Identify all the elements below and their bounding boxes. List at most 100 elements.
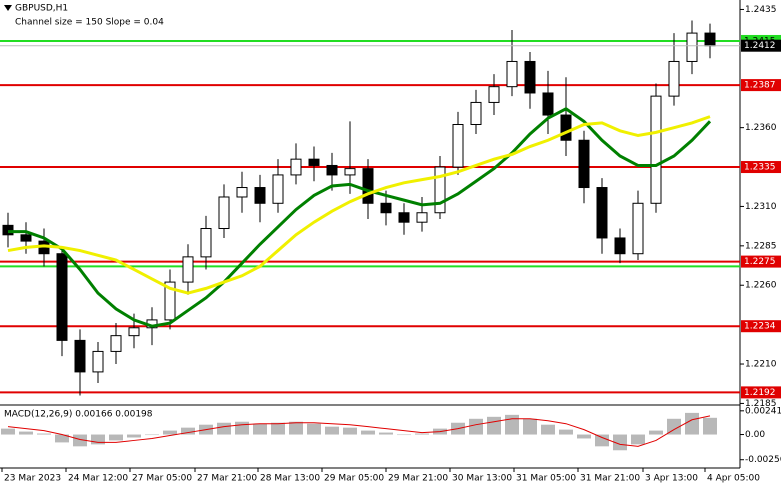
y-tick-label: 1.2285 xyxy=(745,241,777,251)
candle-body xyxy=(524,60,536,94)
chart-subtitle: Channel size = 150 Slope = 0.04 xyxy=(15,18,164,28)
candle-body xyxy=(56,253,68,341)
candle-body xyxy=(2,224,14,236)
macd-bar xyxy=(307,423,321,435)
candle-body xyxy=(578,139,590,189)
candle-body xyxy=(128,327,140,337)
macd-bar xyxy=(217,422,231,435)
macd-bar xyxy=(361,430,375,435)
candle-body xyxy=(632,202,644,255)
y-tick-label: 1.2210 xyxy=(745,360,777,370)
level-label: 1.2275 xyxy=(744,257,776,267)
macd-bar xyxy=(289,421,303,435)
macd-bar xyxy=(325,426,339,435)
macd-bar xyxy=(667,418,681,435)
macd-bar xyxy=(181,427,195,435)
level-label-box xyxy=(741,255,781,268)
candle-body xyxy=(488,86,500,103)
y-tick-label: 1.2310 xyxy=(745,202,777,212)
x-tick-label: 4 Apr 05:00 xyxy=(707,474,760,484)
candle-body xyxy=(650,95,662,204)
macd-tick-label: 0.00241 xyxy=(745,406,781,416)
macd-bar xyxy=(505,414,519,435)
candle-body xyxy=(308,158,320,166)
candle-body xyxy=(704,32,716,47)
x-tick-label: 31 Mar 05:00 xyxy=(516,474,576,484)
macd-bar xyxy=(523,418,537,435)
macd-bar xyxy=(73,434,87,447)
macd-bar xyxy=(631,434,645,445)
macd-bar xyxy=(271,422,285,435)
macd-bar xyxy=(577,434,591,439)
x-tick-label: 30 Mar 13:00 xyxy=(452,474,512,484)
candle-body xyxy=(254,187,266,204)
macd-bar xyxy=(145,434,159,436)
candle-body xyxy=(236,187,248,198)
x-tick-label: 27 Mar 05:00 xyxy=(132,474,192,484)
candle-body xyxy=(470,101,482,125)
macd-label: MACD(12,26,9) 0.00166 0.00198 xyxy=(4,410,153,420)
candle-body xyxy=(506,60,518,88)
macd-bar xyxy=(613,434,627,451)
candle-body xyxy=(380,202,392,214)
level-label: 1.2192 xyxy=(744,388,776,398)
macd-bar xyxy=(253,423,267,435)
macd-bar xyxy=(91,434,105,445)
x-tick-label: 31 Mar 21:00 xyxy=(580,474,640,484)
candle-body xyxy=(560,114,572,141)
level-label-box xyxy=(741,320,781,333)
y-tick-label: 1.2185 xyxy=(745,399,777,409)
symbol-icon xyxy=(4,5,12,11)
macd-bar xyxy=(415,433,429,435)
candle-body xyxy=(362,168,374,204)
candle-body xyxy=(542,92,554,116)
level-label: 1.2387 xyxy=(744,81,776,91)
candle-body xyxy=(668,60,680,97)
level-label: 1.2335 xyxy=(744,163,776,173)
candle-body xyxy=(110,335,122,352)
macd-bar xyxy=(379,432,393,435)
macd-bar xyxy=(37,433,51,435)
macd-bar xyxy=(127,434,141,438)
macd-bar xyxy=(703,417,717,435)
candle-body xyxy=(434,166,446,214)
macd-bar xyxy=(235,421,249,435)
macd-bar xyxy=(109,434,123,441)
candle-body xyxy=(74,339,86,373)
x-tick-label: 24 Mar 12:00 xyxy=(68,474,128,484)
candle-body xyxy=(326,164,338,176)
x-tick-label: 28 Mar 13:00 xyxy=(260,474,320,484)
x-tick-label: 3 Apr 13:00 xyxy=(645,474,698,484)
macd-bar xyxy=(541,424,555,435)
candle-body xyxy=(686,32,698,62)
macd-bar xyxy=(343,427,357,435)
macd-tick-label: -0.00256 xyxy=(745,455,781,465)
candle-body xyxy=(596,187,608,239)
level-label-box xyxy=(741,386,781,399)
x-tick-label: 29 Mar 21:00 xyxy=(388,474,448,484)
moving-average xyxy=(8,106,712,328)
moving-average xyxy=(7,115,711,295)
level-label-box xyxy=(741,161,781,174)
macd-bar xyxy=(55,434,69,443)
candle-body xyxy=(344,168,356,176)
x-tick-label: 27 Mar 21:00 xyxy=(197,474,257,484)
candle-body xyxy=(182,256,194,283)
macd-bar xyxy=(595,434,609,447)
level-label-box xyxy=(741,79,781,92)
x-tick-label: 23 Mar 2023 xyxy=(4,474,61,484)
candle-body xyxy=(416,212,428,223)
candle-body xyxy=(20,234,32,242)
macd-bar xyxy=(1,428,15,435)
macd-signal xyxy=(7,415,711,447)
candle-body xyxy=(272,174,284,204)
candle-body xyxy=(614,237,626,255)
macd-bar xyxy=(397,434,411,436)
y-tick-label: 1.2260 xyxy=(745,281,777,291)
macd-bar xyxy=(559,429,573,435)
candle-body xyxy=(290,158,302,176)
y-tick-label: 1.2435 xyxy=(745,5,777,15)
x-tick-label: 29 Mar 05:00 xyxy=(324,474,384,484)
